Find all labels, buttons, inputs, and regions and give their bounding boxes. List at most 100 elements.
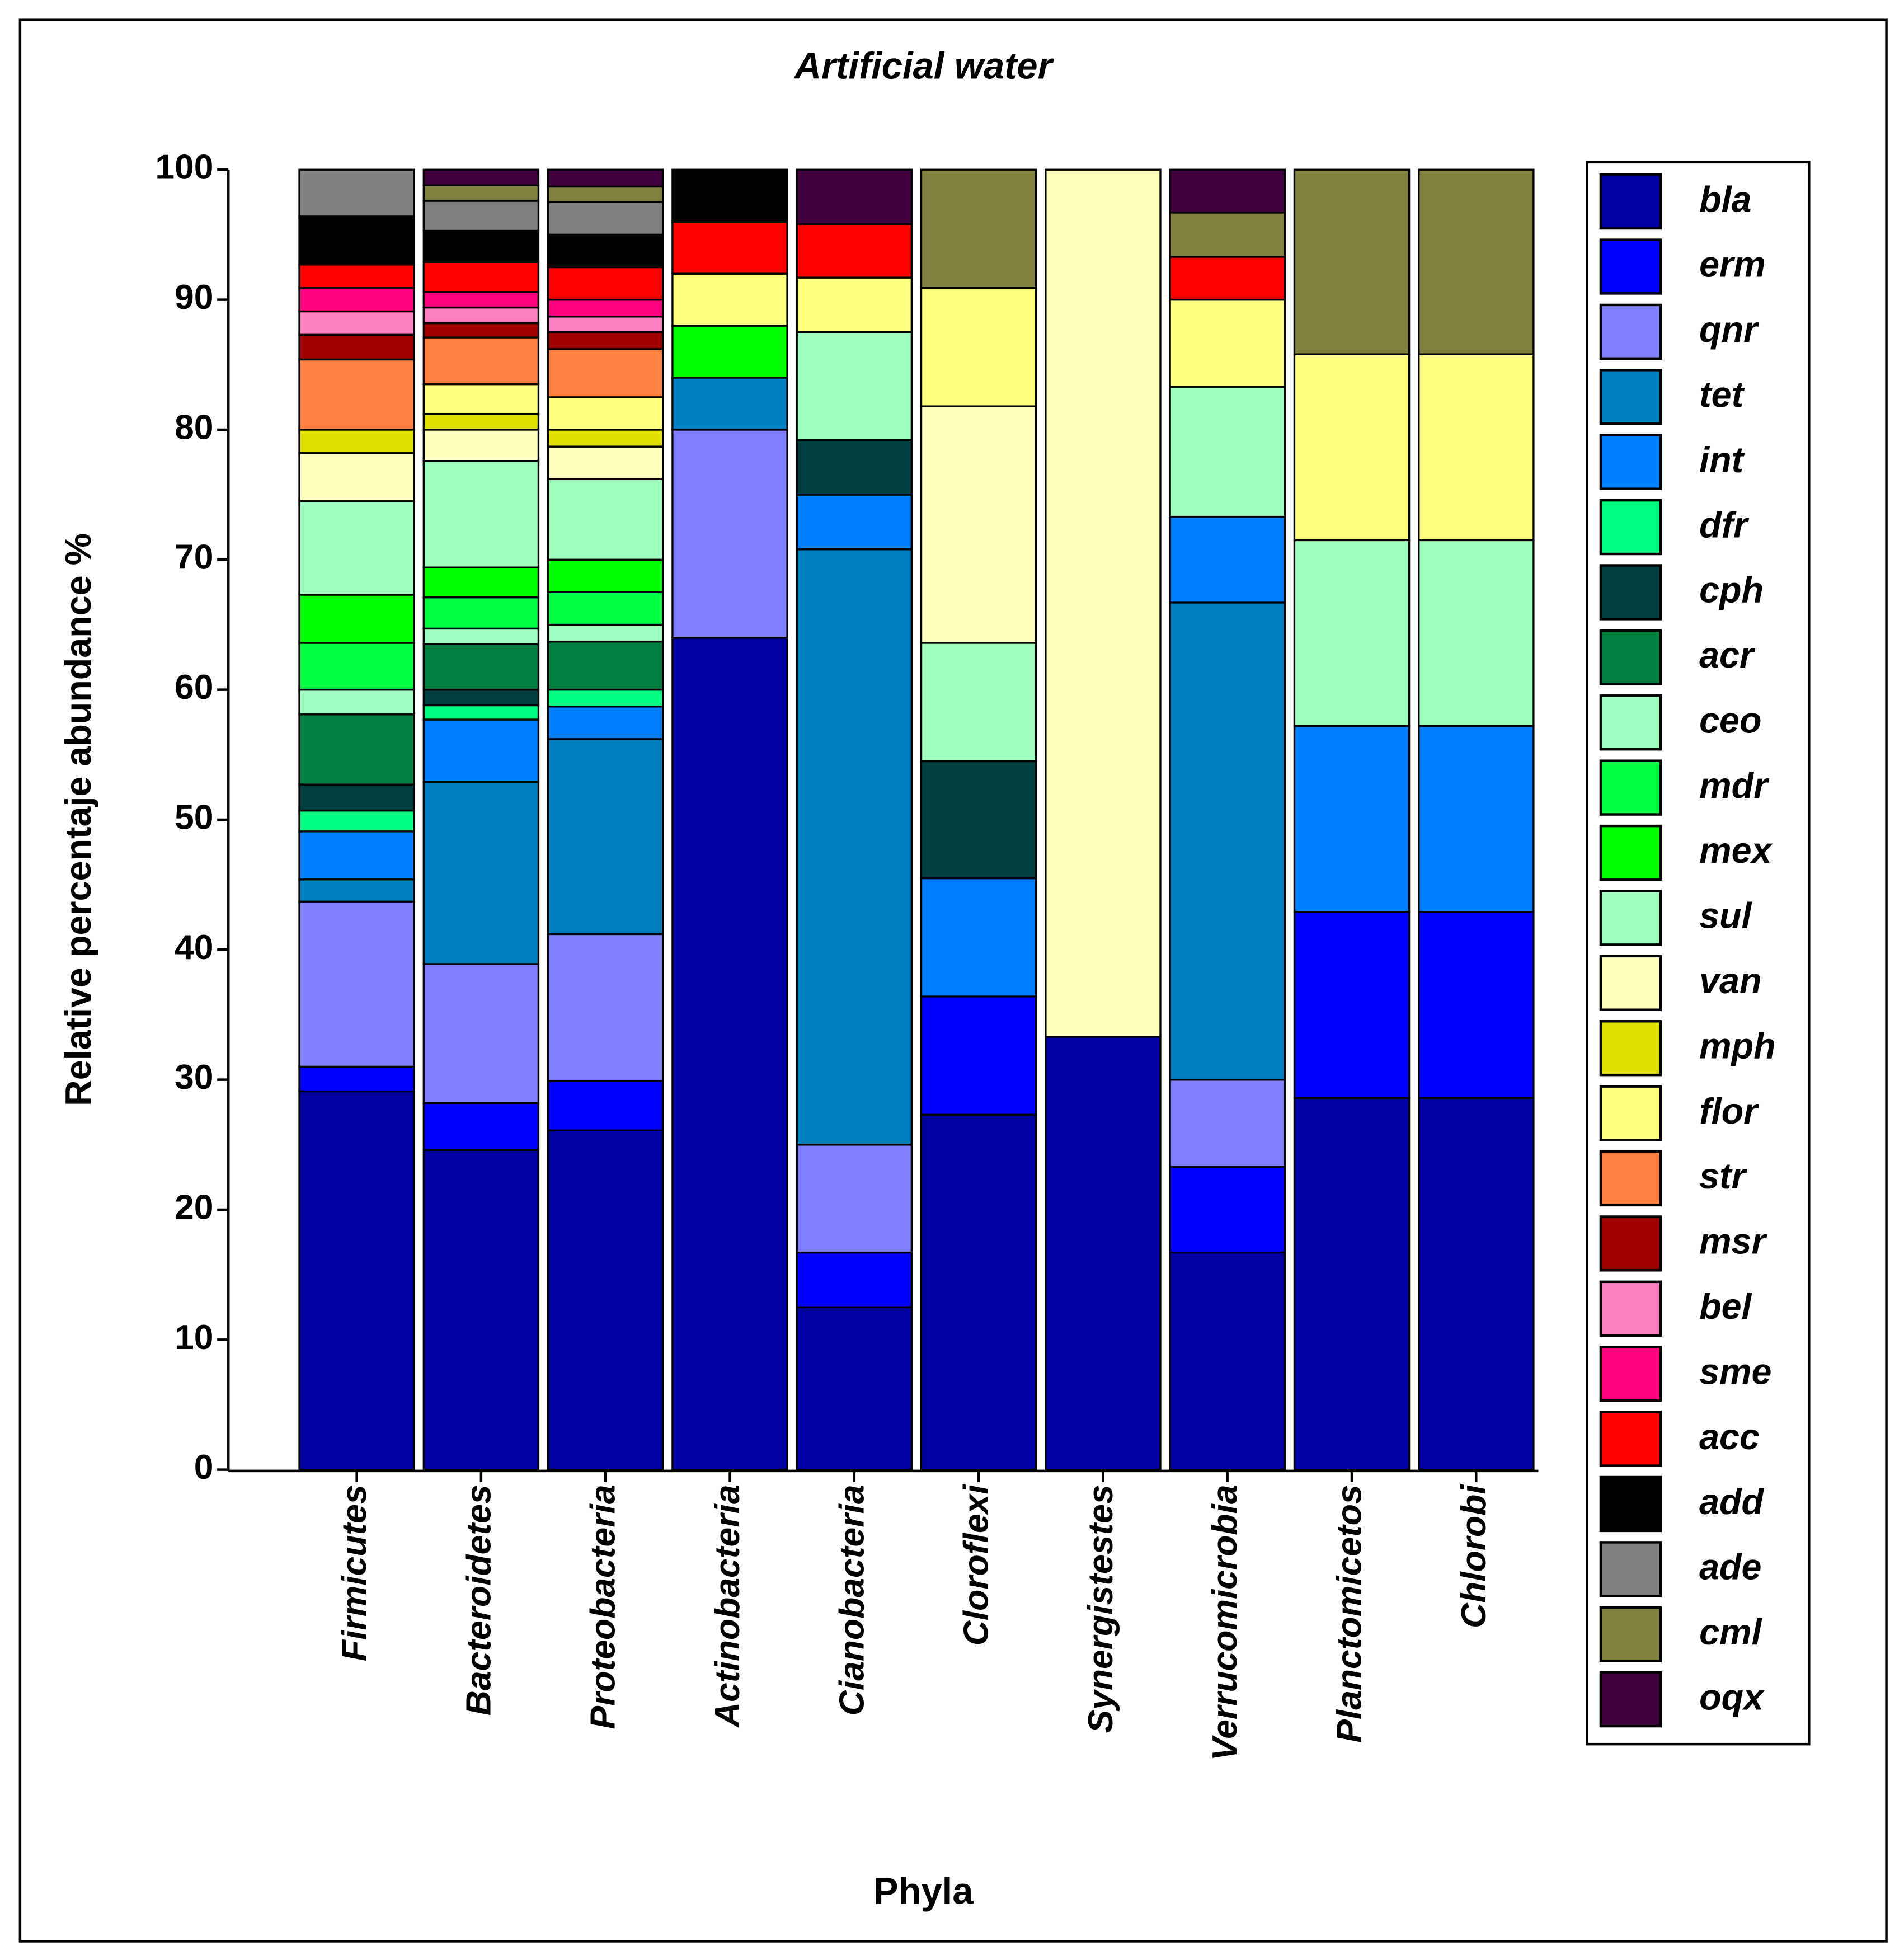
bar-segment bbox=[1418, 1097, 1535, 1471]
legend-swatch bbox=[1599, 369, 1662, 425]
bar-segment bbox=[920, 405, 1037, 644]
bar-segment bbox=[1293, 911, 1411, 1099]
bar-segment bbox=[1169, 256, 1286, 301]
bar-segment bbox=[1169, 386, 1286, 518]
legend-swatch bbox=[1599, 1541, 1662, 1597]
y-tick-label: 40 bbox=[175, 928, 213, 967]
bar-segment bbox=[1418, 168, 1535, 355]
x-tick-label: Firmicutes bbox=[335, 1484, 374, 1661]
bar-segment bbox=[422, 200, 540, 232]
bar-segment bbox=[298, 429, 415, 454]
legend-label: erm bbox=[1699, 244, 1766, 285]
bar-segment bbox=[547, 266, 664, 301]
legend-label: msr bbox=[1699, 1221, 1767, 1262]
bar-segment bbox=[298, 215, 415, 266]
y-tick-label: 0 bbox=[194, 1448, 214, 1487]
bar-segment bbox=[547, 429, 664, 448]
bar-segment bbox=[671, 272, 788, 327]
x-tick-label: Planctomicetos bbox=[1330, 1484, 1369, 1742]
bar-segment bbox=[298, 287, 415, 313]
bar-segment bbox=[1293, 353, 1411, 542]
legend-swatch bbox=[1599, 1215, 1662, 1272]
bar-segment bbox=[547, 348, 664, 398]
bar-segment bbox=[671, 377, 788, 431]
legend-label: acc bbox=[1699, 1416, 1760, 1457]
legend-label: ceo bbox=[1699, 699, 1761, 740]
bar-segment bbox=[422, 718, 540, 783]
bar-segment bbox=[422, 322, 540, 339]
bar-segment bbox=[422, 627, 540, 645]
legend-swatch bbox=[1599, 303, 1662, 360]
legend-label: dfr bbox=[1699, 504, 1750, 545]
bar-segment bbox=[547, 478, 664, 561]
legend-swatch bbox=[1599, 1475, 1662, 1533]
bar-segment bbox=[920, 760, 1037, 880]
bar-segment bbox=[422, 781, 540, 965]
legend-swatch bbox=[1599, 824, 1662, 881]
bar-segment bbox=[298, 688, 415, 716]
legend-label: sme bbox=[1699, 1351, 1771, 1392]
bar-segment bbox=[547, 316, 664, 333]
bar-segment bbox=[547, 1080, 664, 1131]
legend-swatch bbox=[1599, 1411, 1662, 1467]
legend-swatch bbox=[1599, 1606, 1662, 1662]
bar-segment bbox=[547, 558, 664, 594]
bar-segment bbox=[422, 290, 540, 309]
bar-segment bbox=[298, 810, 415, 833]
bar-segment bbox=[547, 185, 664, 204]
bar-segment bbox=[796, 548, 913, 1146]
bar-segment bbox=[298, 900, 415, 1068]
legend-swatch bbox=[1599, 434, 1662, 490]
bar-segment bbox=[422, 261, 540, 293]
y-tick-label: 70 bbox=[175, 538, 213, 577]
legend-swatch bbox=[1599, 499, 1662, 556]
bar-segment bbox=[796, 168, 913, 225]
y-tick-label: 10 bbox=[175, 1318, 213, 1357]
y-axis-label: Relative percentaje abundance % bbox=[58, 533, 98, 1106]
legend-label: sul bbox=[1699, 895, 1752, 936]
bar-segment bbox=[796, 494, 913, 551]
legend-label: flor bbox=[1699, 1091, 1760, 1131]
bar-segment bbox=[920, 642, 1037, 763]
y-tick-label: 50 bbox=[175, 797, 213, 836]
bar-segment bbox=[422, 643, 540, 691]
bar-segment bbox=[422, 306, 540, 325]
bar-segment bbox=[547, 640, 664, 691]
bar-segment bbox=[1418, 911, 1535, 1099]
legend-label: acr bbox=[1699, 635, 1756, 675]
bar-segment bbox=[1169, 1166, 1286, 1254]
bar-segment bbox=[422, 688, 540, 707]
legend-swatch bbox=[1599, 564, 1662, 621]
bar-segment bbox=[422, 1102, 540, 1151]
bar-segment bbox=[547, 1129, 664, 1471]
bar-segment bbox=[422, 429, 540, 462]
legend-label: int bbox=[1699, 439, 1745, 480]
bar-segment bbox=[796, 223, 913, 279]
bar-segment bbox=[671, 636, 788, 1471]
bar-segment bbox=[422, 1149, 540, 1471]
legend-swatch bbox=[1599, 1280, 1662, 1337]
bar-segment bbox=[796, 1251, 913, 1308]
bar-segment bbox=[547, 201, 664, 236]
bar-segment bbox=[671, 429, 788, 639]
bar-segment bbox=[1169, 1251, 1286, 1471]
legend-label: str bbox=[1699, 1155, 1747, 1196]
legend-label: tet bbox=[1699, 374, 1745, 415]
bar-segment bbox=[796, 1306, 913, 1471]
bar-segment bbox=[298, 168, 415, 218]
bar-segment bbox=[547, 933, 664, 1082]
bar-segment bbox=[920, 877, 1037, 998]
legend-swatch bbox=[1599, 1671, 1662, 1728]
bar-segment bbox=[547, 623, 664, 643]
legend-label: mex bbox=[1699, 830, 1773, 871]
x-axis-label: Phyla bbox=[873, 1870, 974, 1912]
legend-label: cph bbox=[1699, 570, 1764, 610]
legend-label: mph bbox=[1699, 1025, 1775, 1066]
bar-segment bbox=[547, 298, 664, 318]
legend-swatch bbox=[1599, 629, 1662, 686]
bar-segment bbox=[547, 445, 664, 480]
legend-label: qnr bbox=[1699, 309, 1760, 350]
bar-segment bbox=[1418, 353, 1535, 542]
bar-segment bbox=[796, 276, 913, 333]
